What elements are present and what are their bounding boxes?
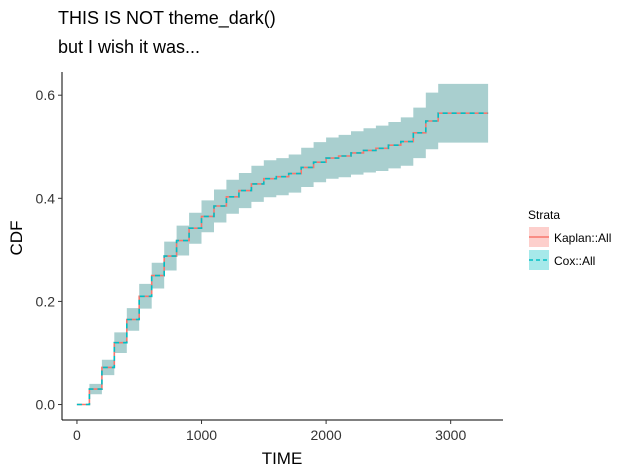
x-tick-label: 0 <box>73 427 81 443</box>
chart-subtitle: but I wish it was... <box>58 37 200 57</box>
chart-title: THIS IS NOT theme_dark() <box>58 8 276 29</box>
axis-ticks: 0 1000 2000 3000 0.0 0.2 0.4 0.6 <box>36 87 467 443</box>
legend-label-cox: Cox::All <box>554 254 595 268</box>
y-tick-label: 0.4 <box>36 190 56 206</box>
y-tick-label: 0.6 <box>36 87 56 103</box>
legend-title: Strata <box>528 208 560 222</box>
y-axis-title: CDF <box>7 221 26 256</box>
x-axis-title: TIME <box>262 449 303 468</box>
legend: Strata Kaplan::All Cox::All <box>528 208 611 270</box>
y-tick-label: 0.2 <box>36 293 56 309</box>
legend-item-cox: Cox::All <box>529 250 595 270</box>
series-line-cox <box>76 112 489 406</box>
confidence-band <box>76 83 489 405</box>
plot-area <box>76 83 489 406</box>
x-tick-label: 3000 <box>435 427 466 443</box>
series-line-kaplan <box>76 112 489 406</box>
y-tick-label: 0.0 <box>36 397 56 413</box>
legend-item-kaplan: Kaplan::All <box>529 227 611 247</box>
x-tick-label: 2000 <box>311 427 342 443</box>
x-tick-label: 1000 <box>186 427 217 443</box>
legend-label-kaplan: Kaplan::All <box>554 231 611 245</box>
